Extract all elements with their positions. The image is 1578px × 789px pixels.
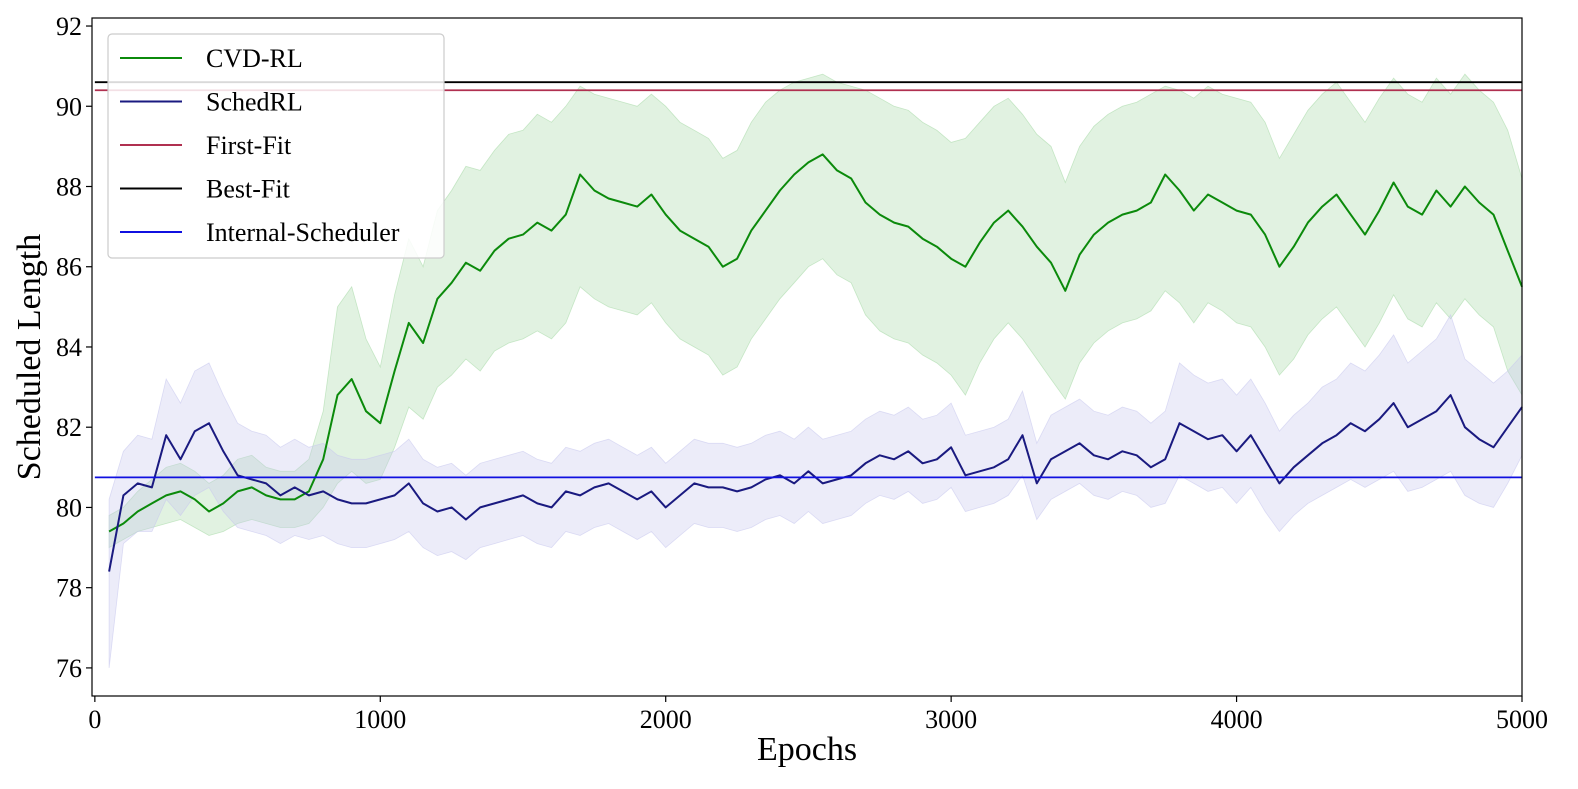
- x-axis-title: Epochs: [757, 731, 857, 768]
- axis-ticks: 0 1000 2000 3000 4000 5000 76 78 80 82 84 86 88 90 92: [56, 12, 1548, 734]
- y-tick-label: 80: [56, 493, 82, 522]
- legend-label-first-fit: First-Fit: [206, 131, 292, 160]
- legend-label-schedrl: SchedRL: [206, 88, 303, 117]
- legend-label-internal-scheduler: Internal-Scheduler: [206, 218, 400, 247]
- y-axis-title: Scheduled Length: [11, 234, 48, 480]
- x-tick-label: 0: [88, 705, 101, 734]
- legend-label-cvd-rl: CVD-RL: [206, 44, 303, 73]
- x-tick-label: 4000: [1211, 705, 1263, 734]
- legend-box: [107, 33, 445, 259]
- y-tick-label: 82: [56, 413, 82, 442]
- y-tick-label: 90: [56, 92, 82, 121]
- y-tick-label: 76: [56, 654, 82, 683]
- y-tick-label: 84: [56, 333, 82, 362]
- y-tick-label: 86: [56, 253, 82, 282]
- x-tick-label: 1000: [354, 705, 406, 734]
- legend-label-best-fit: Best-Fit: [206, 175, 291, 204]
- y-tick-label: 88: [56, 172, 82, 201]
- y-tick-label: 78: [56, 574, 82, 603]
- x-tick-label: 5000: [1496, 705, 1548, 734]
- cvd-rl-line: [108, 153, 1523, 533]
- legend: CVD-RL SchedRL First-Fit Best-Fit Internal-S…: [107, 33, 445, 259]
- x-tick-label: 2000: [640, 705, 692, 734]
- plot-frame: [91, 17, 1523, 697]
- x-tick-label: 3000: [925, 705, 977, 734]
- y-tick-label: 92: [56, 12, 82, 41]
